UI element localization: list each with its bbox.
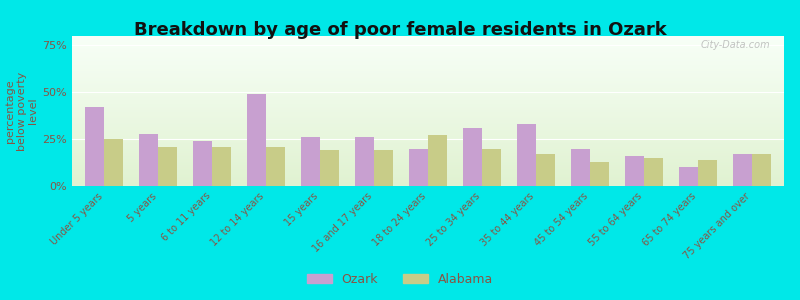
Bar: [320, 150, 339, 186]
Bar: [409, 148, 428, 186]
Legend: Ozark, Alabama: Ozark, Alabama: [302, 268, 498, 291]
Text: Breakdown by age of poor female residents in Ozark: Breakdown by age of poor female resident…: [134, 21, 666, 39]
Bar: [158, 147, 177, 186]
Bar: [571, 148, 590, 186]
Bar: [679, 167, 698, 186]
Bar: [86, 107, 104, 186]
Bar: [752, 154, 770, 186]
Bar: [428, 135, 447, 186]
Bar: [247, 94, 266, 186]
Y-axis label: percentage
below poverty
level: percentage below poverty level: [5, 71, 38, 151]
Bar: [482, 148, 501, 186]
Bar: [463, 128, 482, 186]
Bar: [590, 162, 609, 186]
Bar: [139, 134, 158, 186]
Bar: [374, 150, 393, 186]
Bar: [302, 137, 320, 186]
Text: City-Data.com: City-Data.com: [700, 40, 770, 50]
Bar: [733, 154, 752, 186]
Bar: [517, 124, 536, 186]
Bar: [355, 137, 374, 186]
Bar: [212, 147, 231, 186]
Bar: [266, 147, 285, 186]
Bar: [625, 156, 644, 186]
Bar: [104, 139, 123, 186]
Bar: [536, 154, 554, 186]
Bar: [644, 158, 662, 186]
Bar: [698, 160, 717, 186]
Bar: [194, 141, 212, 186]
